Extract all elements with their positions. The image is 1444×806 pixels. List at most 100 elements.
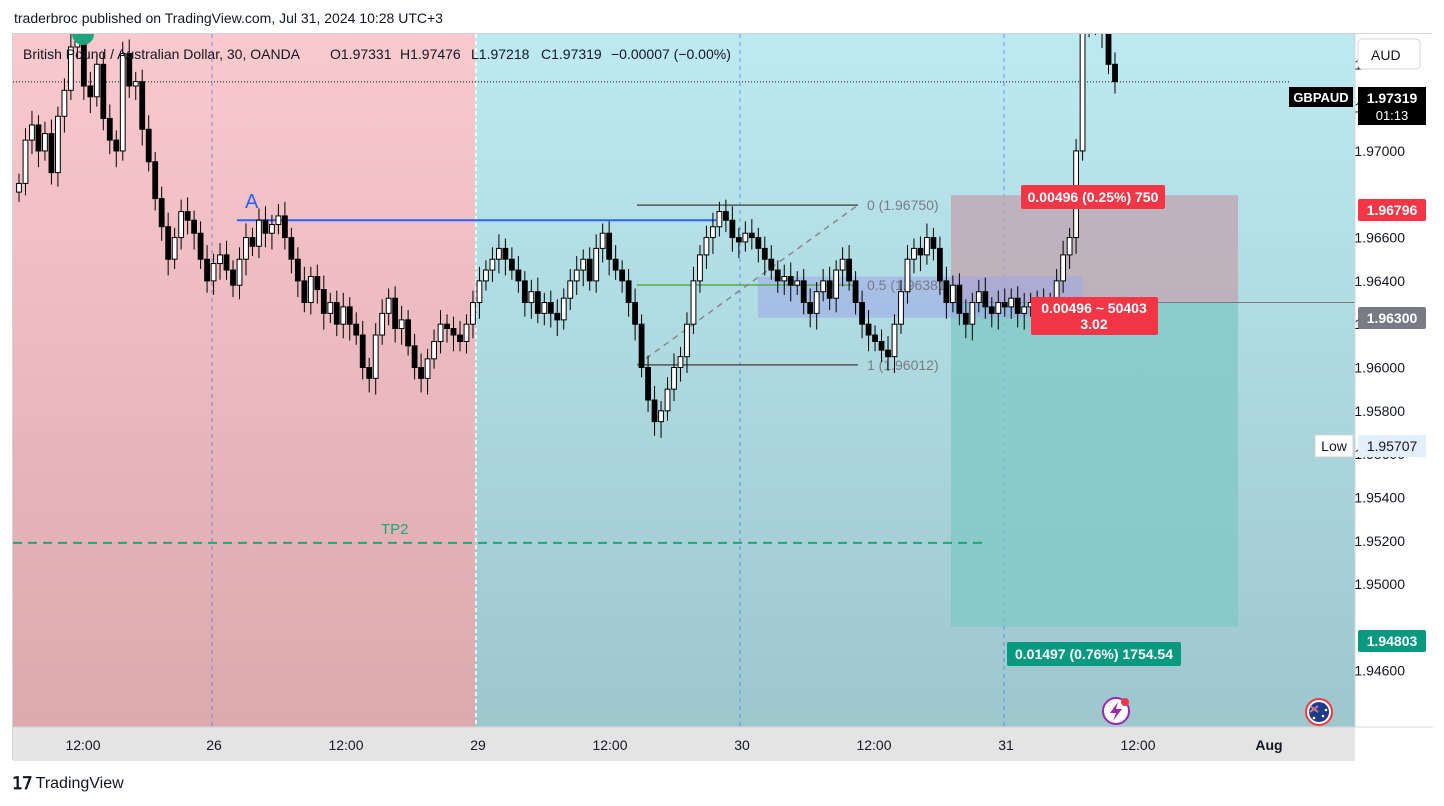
candle-body — [722, 211, 729, 221]
candle-body — [826, 280, 833, 299]
candle-body — [269, 224, 275, 234]
svg-text:1.96796: 1.96796 — [1367, 202, 1418, 218]
candlestick-chart[interactable]: 0 (1.96750) 0.5 (1.96381) 1 (1.96012) A … — [13, 34, 1433, 761]
candle-body — [586, 258, 593, 282]
candle-body — [735, 237, 742, 243]
entry-label[interactable]: 0.00496 ~ 50403 3.02 — [1031, 297, 1158, 335]
candle-body — [508, 258, 515, 271]
candle-body — [612, 258, 619, 271]
candle-body — [42, 133, 48, 152]
time-axis[interactable] — [13, 727, 1433, 761]
australia-flag-icon[interactable] — [1305, 698, 1333, 726]
time-tick-label: 12:00 — [65, 737, 100, 753]
candle-body — [528, 291, 535, 304]
svg-text:Low: Low — [1321, 438, 1348, 454]
candle-body — [294, 258, 301, 282]
candle-body — [781, 276, 788, 282]
candle-body — [846, 258, 853, 282]
candle-body — [431, 341, 437, 360]
publisher-caption: traderbroc published on TradingView.com,… — [14, 10, 443, 26]
candle-body — [936, 247, 943, 282]
candle-body — [755, 237, 762, 249]
candle-body — [580, 258, 587, 271]
candle-body — [171, 237, 178, 260]
take-profit-zone[interactable] — [951, 302, 1238, 627]
candle-body — [424, 358, 431, 379]
candle-body — [93, 63, 100, 98]
candle-body — [671, 367, 677, 390]
candle-body — [301, 280, 308, 304]
candle-body — [554, 312, 561, 321]
indicator-badge[interactable] — [72, 34, 94, 45]
symbol-price-tag[interactable]: GBPAUD 1.97319 01:13 — [1289, 87, 1426, 125]
candle-body — [470, 302, 476, 325]
candle-body — [878, 341, 885, 351]
candle-body — [210, 263, 217, 282]
symbol-name: GBPAUD — [1293, 90, 1348, 105]
candle-body — [197, 232, 204, 260]
candle-body — [567, 280, 574, 299]
candle-body — [619, 269, 626, 282]
candle-body — [165, 226, 172, 260]
candle-body — [560, 297, 567, 321]
candle-body — [787, 276, 794, 286]
candle-body — [1112, 63, 1118, 83]
candle-body — [405, 319, 412, 347]
candle-body — [100, 63, 107, 119]
candle-body — [113, 139, 120, 152]
target-label-text: 0.01497 (0.76%) 1754.54 — [1015, 646, 1173, 662]
candle-body — [145, 128, 152, 163]
candle-body — [483, 269, 489, 282]
price-axis[interactable] — [1355, 34, 1433, 727]
candle-body — [593, 247, 600, 282]
candle-body — [262, 219, 269, 234]
tradingview-logo-icon: 𝟣𝟩 — [12, 774, 33, 794]
stop-label[interactable]: 0.00496 (0.25%) 750 — [1021, 185, 1165, 209]
candle-body — [191, 219, 198, 234]
price-tick-label: 1.95200 — [1354, 533, 1405, 549]
currency-button[interactable]: AUD — [1357, 38, 1421, 70]
candle-body — [645, 367, 651, 401]
candle-body — [158, 198, 165, 228]
candle-body — [1105, 34, 1112, 65]
candle-body — [872, 334, 878, 343]
stop-price-tag: 1.96796 — [1358, 199, 1426, 221]
candle-body — [411, 345, 418, 369]
time-tick-label: 12:00 — [328, 737, 363, 753]
candle-body — [930, 237, 937, 249]
footer-brand: TradingView — [35, 775, 124, 792]
candle-body — [677, 356, 684, 369]
fib-trendline[interactable] — [636, 204, 859, 366]
candle-body — [106, 117, 113, 141]
candle-body — [223, 254, 230, 271]
chart-panel[interactable]: 0 (1.96750) 0.5 (1.96381) 1 (1.96012) A … — [12, 33, 1433, 761]
legend-change: −0.00007 (−0.00%) — [611, 46, 731, 62]
candle-body — [690, 280, 697, 325]
candle-body — [178, 211, 185, 239]
candle-body — [139, 81, 146, 130]
candle-body — [651, 399, 658, 423]
candle-body — [392, 297, 399, 330]
candle-body — [684, 323, 690, 358]
tradingview-footer[interactable]: 𝟣𝟩 TradingView — [12, 774, 124, 794]
entry-label-text: 0.00496 ~ 50403 — [1041, 300, 1147, 316]
candle-body — [1060, 254, 1067, 282]
candle-body — [379, 312, 386, 336]
candle-body — [962, 312, 969, 325]
target-label[interactable]: 0.01497 (0.76%) 1754.54 — [1007, 642, 1181, 666]
candle-body — [1014, 297, 1021, 314]
candle-body — [664, 388, 671, 412]
level-a-label: A — [245, 191, 259, 213]
candle-body — [307, 276, 314, 304]
candle-body — [800, 280, 807, 304]
candle-body — [813, 291, 820, 314]
candle-body — [437, 323, 444, 343]
lightning-icon[interactable] — [1102, 697, 1130, 725]
stop-label-text: 0.00496 (0.25%) 750 — [1028, 189, 1159, 205]
candle-body — [547, 302, 554, 314]
price-tick-label: 1.95000 — [1354, 576, 1405, 592]
candle-body — [444, 323, 450, 330]
price-axis-ticks: 1.974001.972001.970001.966001.964001.962… — [1354, 56, 1405, 678]
candle-body — [599, 232, 606, 249]
time-tick-label: 12:00 — [1120, 737, 1155, 753]
